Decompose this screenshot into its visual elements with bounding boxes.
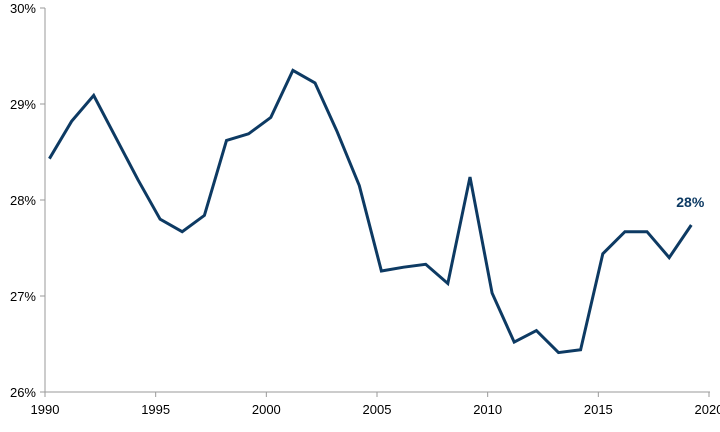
data-point xyxy=(136,178,139,181)
data-point xyxy=(535,329,538,332)
data-point xyxy=(646,230,649,233)
data-point xyxy=(336,130,339,133)
y-axis-ticks: 26% 27% 28% 29% 30% xyxy=(10,1,45,400)
x-tick-label: 2015 xyxy=(584,402,613,417)
data-point xyxy=(159,218,162,221)
data-point xyxy=(70,120,73,123)
x-axis-ticks: 1990 1995 2000 2005 2010 2015 2020 xyxy=(31,392,720,417)
y-tick-label: 27% xyxy=(10,289,36,304)
data-point xyxy=(314,81,317,84)
series-line xyxy=(48,68,693,355)
data-point xyxy=(601,252,604,255)
data-point xyxy=(203,214,206,217)
y-tick-label: 29% xyxy=(10,97,36,112)
data-point xyxy=(513,341,516,344)
data-point xyxy=(491,292,494,295)
data-point xyxy=(402,266,405,269)
data-point xyxy=(557,351,560,354)
x-tick-label: 2010 xyxy=(473,402,502,417)
data-point xyxy=(247,132,250,135)
data-point xyxy=(579,348,582,351)
data-point xyxy=(424,263,427,266)
data-point xyxy=(446,282,449,285)
data-point xyxy=(92,94,95,97)
data-point xyxy=(225,139,228,142)
x-tick-label: 1990 xyxy=(31,402,60,417)
data-point xyxy=(291,69,294,72)
y-tick-label: 26% xyxy=(10,385,36,400)
data-point xyxy=(114,136,117,139)
x-tick-label: 2000 xyxy=(252,402,281,417)
y-tick-label: 28% xyxy=(10,193,36,208)
data-label: 28% xyxy=(676,194,705,210)
data-point xyxy=(668,256,671,259)
x-tick-label: 2020 xyxy=(695,402,720,417)
data-point xyxy=(358,184,361,187)
data-point xyxy=(181,230,184,233)
data-point xyxy=(623,230,626,233)
data-point xyxy=(269,116,272,119)
y-tick-label: 30% xyxy=(10,1,36,16)
data-point xyxy=(690,223,693,226)
x-tick-label: 1995 xyxy=(141,402,170,417)
plot-area: 28% xyxy=(48,68,705,355)
data-point xyxy=(468,175,471,178)
data-point xyxy=(48,157,51,160)
x-tick-label: 2005 xyxy=(363,402,392,417)
data-point xyxy=(380,270,383,273)
